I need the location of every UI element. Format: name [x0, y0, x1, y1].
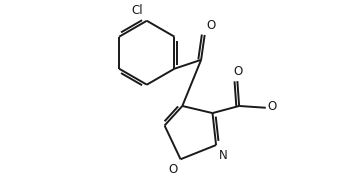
Text: O: O [169, 163, 178, 176]
Text: O: O [206, 19, 216, 32]
Text: Cl: Cl [132, 4, 143, 17]
Text: N: N [219, 149, 228, 162]
Text: O: O [234, 66, 243, 78]
Text: O: O [268, 100, 277, 113]
